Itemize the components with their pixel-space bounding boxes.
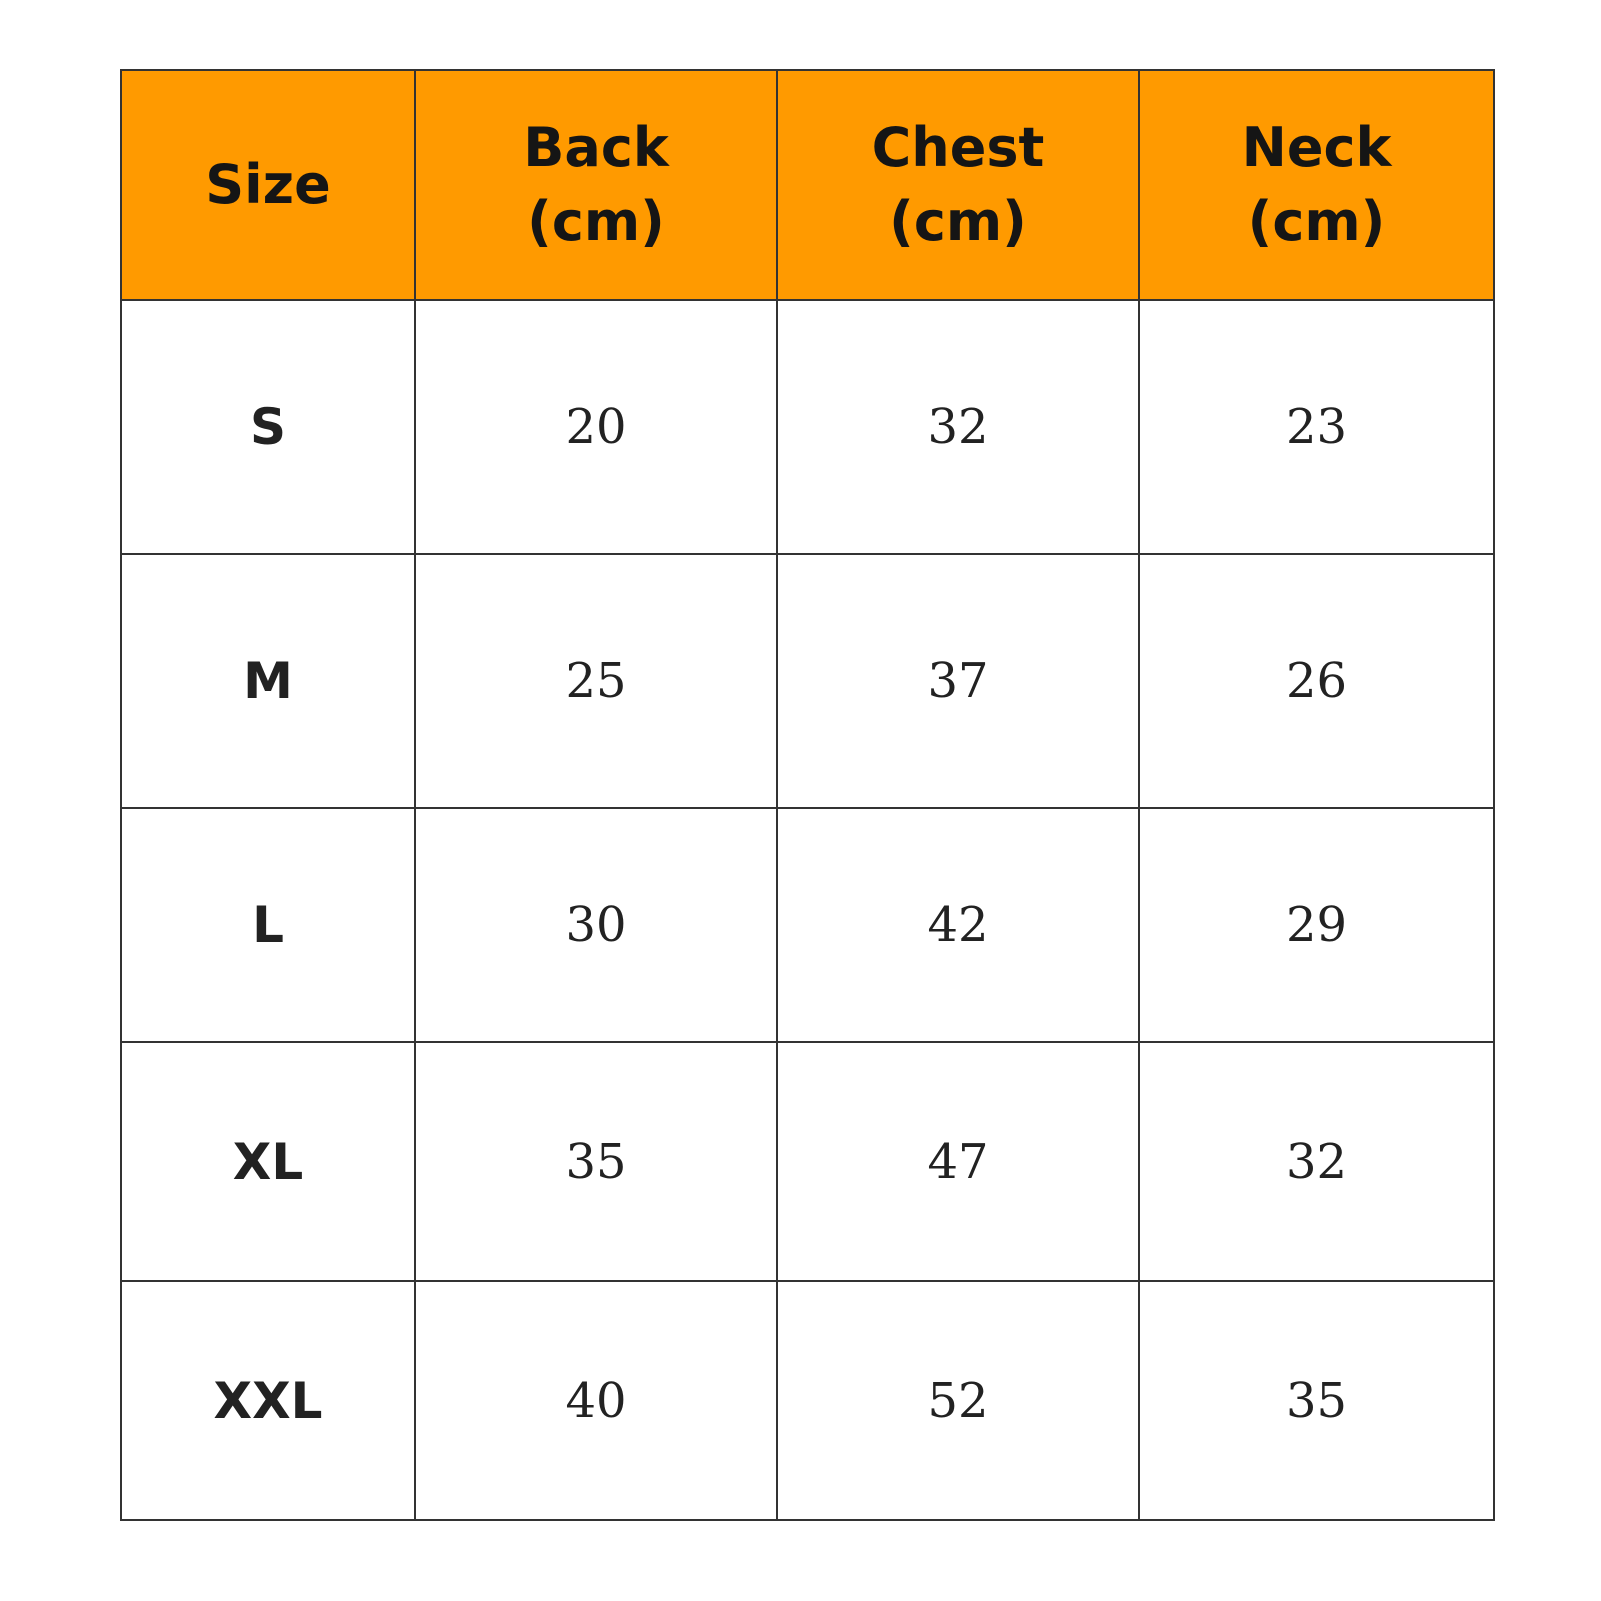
table-row: L 30 42 29 <box>120 807 1495 1043</box>
table-row: S 20 32 23 <box>120 299 1495 555</box>
neck-cell: 32 <box>1138 1041 1495 1282</box>
neck-cell: 29 <box>1138 807 1495 1043</box>
size-cell: XXL <box>120 1280 416 1521</box>
size-cell: M <box>120 553 416 809</box>
header-neck-label: Neck <box>1241 116 1392 179</box>
header-back: Back (cm) <box>414 69 778 301</box>
neck-cell: 26 <box>1138 553 1495 809</box>
header-chest-unit: (cm) <box>889 190 1027 253</box>
back-cell: 25 <box>414 553 778 809</box>
chest-cell: 32 <box>776 299 1140 555</box>
neck-cell: 35 <box>1138 1280 1495 1521</box>
table-row: XXL 40 52 35 <box>120 1280 1495 1521</box>
size-cell: XL <box>120 1041 416 1282</box>
chest-cell: 52 <box>776 1280 1140 1521</box>
neck-cell: 23 <box>1138 299 1495 555</box>
back-cell: 30 <box>414 807 778 1043</box>
header-row: Size Back (cm) Chest (cm) Neck (cm) <box>120 69 1495 301</box>
chest-cell: 47 <box>776 1041 1140 1282</box>
chest-cell: 37 <box>776 553 1140 809</box>
header-back-unit: (cm) <box>527 190 665 253</box>
size-cell: L <box>120 807 416 1043</box>
header-neck-unit: (cm) <box>1247 190 1386 253</box>
header-size: Size <box>120 69 416 301</box>
header-chest: Chest (cm) <box>776 69 1140 301</box>
header-size-label: Size <box>205 153 331 216</box>
table-row: M 25 37 26 <box>120 553 1495 809</box>
header-chest-label: Chest <box>871 116 1045 179</box>
header-neck: Neck (cm) <box>1138 69 1495 301</box>
back-cell: 40 <box>414 1280 778 1521</box>
back-cell: 20 <box>414 299 778 555</box>
chest-cell: 42 <box>776 807 1140 1043</box>
header-back-label: Back <box>523 116 669 179</box>
size-chart-table: Size Back (cm) Chest (cm) Neck (cm) S 20 32… <box>120 69 1495 1521</box>
back-cell: 35 <box>414 1041 778 1282</box>
table-row: XL 35 47 32 <box>120 1041 1495 1282</box>
size-cell: S <box>120 299 416 555</box>
